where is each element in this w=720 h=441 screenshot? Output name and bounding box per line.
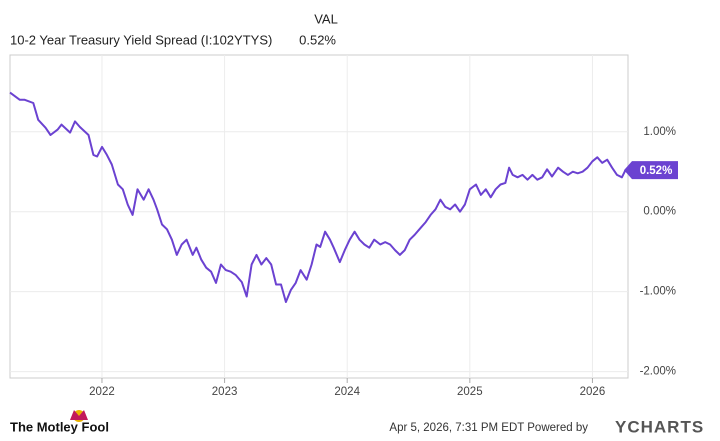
plot-area — [9, 54, 629, 379]
y-tick-label: -2.00% — [640, 366, 676, 378]
y-tick-label: 1.00% — [643, 126, 676, 138]
y-tick-label: 0.00% — [643, 206, 676, 218]
last-value-label: 0.52% — [640, 165, 673, 177]
brand-name: The Motley Fool — [10, 419, 109, 434]
y-tick-label: -1.00% — [640, 286, 676, 298]
series-value: 0.52% — [299, 32, 336, 47]
series-line — [9, 91, 627, 303]
series-title: 10-2 Year Treasury Yield Spread (I:102YT… — [10, 32, 272, 47]
value-column-header: VAL — [314, 11, 338, 26]
x-tick-label: 2023 — [212, 386, 238, 398]
last-value-bubble — [624, 161, 678, 180]
x-tick-label: 2024 — [334, 386, 360, 398]
x-tick-label: 2022 — [89, 386, 115, 398]
brand-logo: The Motley Fool — [10, 410, 109, 434]
x-tick-label: 2026 — [580, 386, 606, 398]
provider-logo: YCHARTS — [615, 417, 704, 436]
last-value-tag: 0.52% — [624, 161, 678, 180]
x-tick-label: 2025 — [457, 386, 483, 398]
timestamp: Apr 5, 2026, 7:31 PM EDT Powered by — [389, 422, 588, 434]
